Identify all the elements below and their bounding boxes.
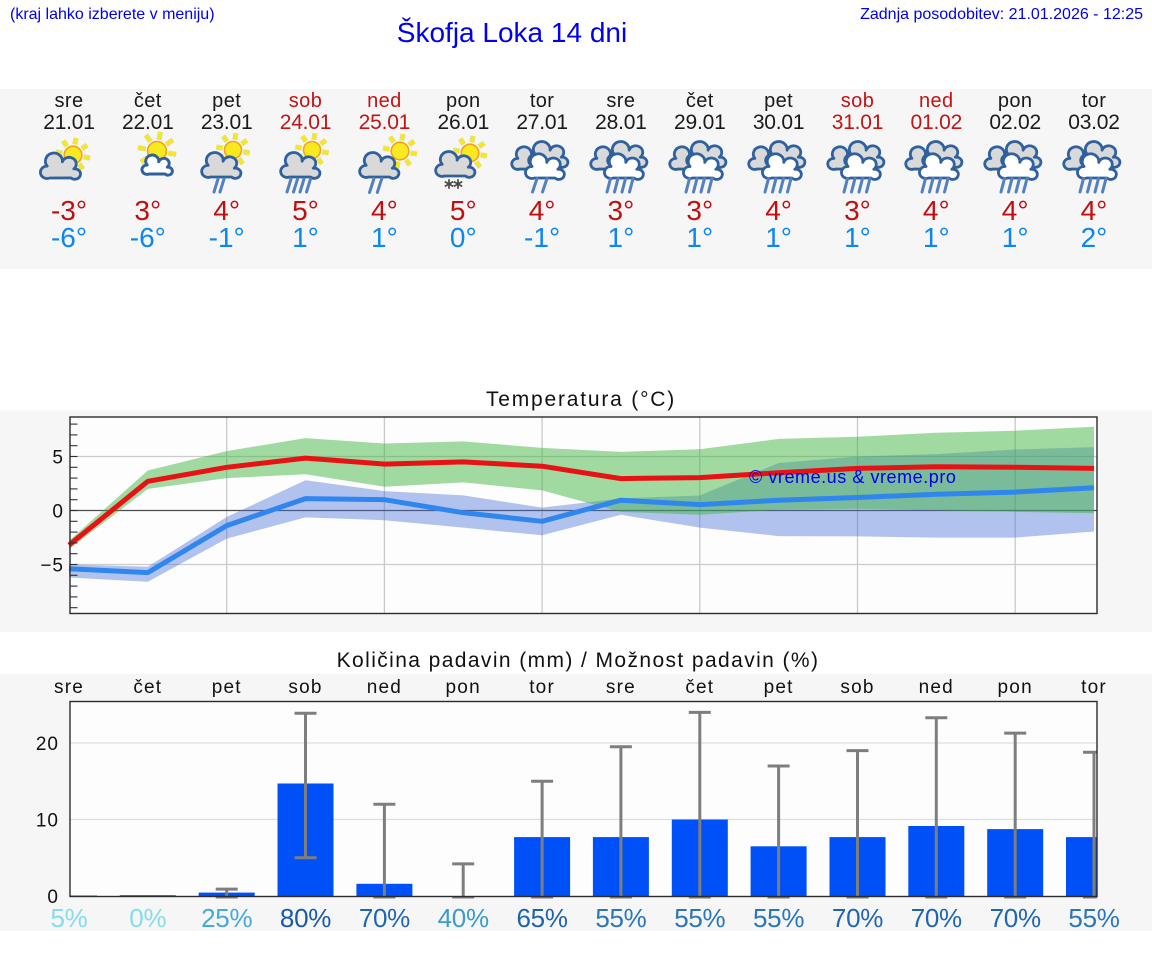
svg-text:ned: ned [367,677,402,698]
svg-text:tor: tor [1081,677,1107,698]
svg-text:70%: 70% [911,903,962,933]
svg-text:25%: 25% [201,903,252,933]
svg-text:80%: 80% [280,903,331,933]
svg-text:sob: sob [288,677,322,698]
svg-text:tor: tor [529,677,555,698]
svg-text:70%: 70% [359,903,410,933]
svg-text:sre: sre [606,677,636,698]
svg-text:70%: 70% [990,903,1041,933]
svg-text:ned: ned [919,677,954,698]
svg-text:sob: sob [840,677,874,698]
svg-text:40%: 40% [438,903,489,933]
svg-text:pet: pet [212,677,242,698]
svg-text:55%: 55% [674,903,725,933]
svg-text:čet: čet [685,677,714,698]
svg-text:pon: pon [998,677,1033,698]
svg-text:−5: −5 [40,556,64,577]
svg-text:5%: 5% [51,903,88,933]
svg-text:0: 0 [47,887,59,908]
svg-text:čet: čet [133,677,162,698]
svg-text:20: 20 [36,734,59,755]
svg-text:55%: 55% [595,903,646,933]
svg-text:pon: pon [446,677,481,698]
svg-text:pet: pet [764,677,794,698]
svg-text:0%: 0% [129,903,166,933]
svg-text:5: 5 [52,448,64,469]
svg-text:10: 10 [36,811,59,832]
svg-text:65%: 65% [517,903,568,933]
svg-text:© vreme.us & vreme.pro: © vreme.us & vreme.pro [749,467,956,487]
svg-text:55%: 55% [1068,903,1119,933]
svg-text:sre: sre [54,677,84,698]
svg-text:55%: 55% [753,903,804,933]
svg-text:70%: 70% [832,903,883,933]
svg-text:0: 0 [52,502,64,523]
